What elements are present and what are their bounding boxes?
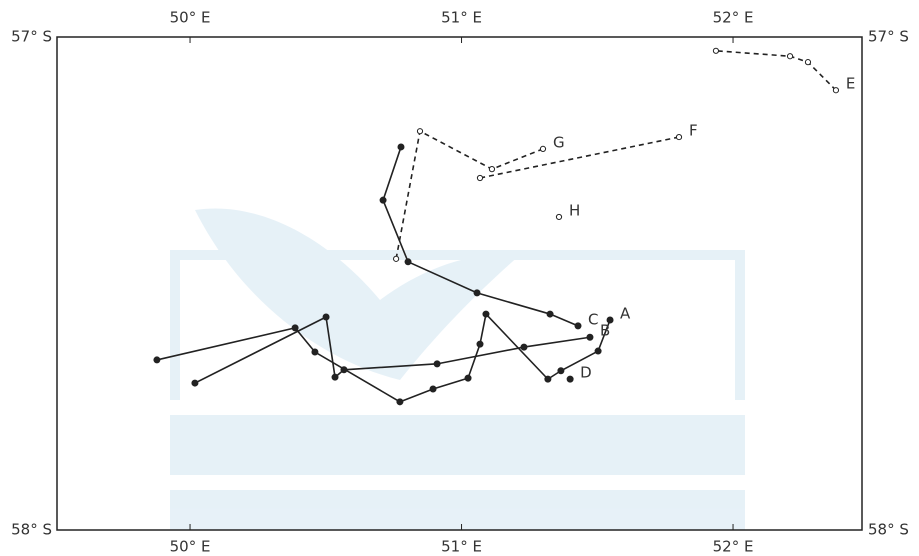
station [340, 366, 348, 374]
track-label: G [553, 133, 565, 151]
track-label: F [689, 122, 698, 140]
y-tick-label: 58° S [868, 521, 909, 539]
x-tick-label: 50° E [170, 538, 211, 556]
station [520, 343, 528, 351]
track [156, 312, 611, 403]
track [382, 146, 579, 327]
x-tick-label: 52° E [713, 9, 754, 27]
station [566, 375, 574, 383]
station [416, 128, 424, 135]
track [479, 136, 680, 179]
station [557, 367, 565, 375]
station [832, 87, 840, 94]
y-tick-label: 57° S [868, 28, 909, 46]
station [476, 174, 484, 182]
station [153, 356, 161, 364]
station [464, 374, 472, 382]
station [433, 360, 441, 368]
x-tick-label: 51° E [441, 538, 482, 556]
station [331, 373, 339, 381]
track-label: C [588, 310, 598, 328]
station [675, 133, 683, 141]
station [712, 47, 720, 54]
station [393, 255, 400, 262]
station [311, 348, 319, 356]
y-tick-label: 57° S [11, 28, 52, 46]
track-label: A [620, 304, 631, 322]
y-tick-label: 58° S [11, 521, 52, 539]
x-tick-label: 51° E [441, 9, 482, 27]
station [291, 324, 299, 332]
station [594, 347, 602, 355]
station [804, 59, 812, 66]
station [404, 258, 412, 266]
station [544, 375, 552, 383]
track-label: E [846, 75, 855, 93]
station [488, 166, 496, 173]
watermark [170, 208, 745, 530]
x-tick-label: 52° E [713, 538, 754, 556]
station [379, 196, 387, 204]
station [539, 145, 547, 153]
map-frame [56, 36, 863, 531]
station [191, 379, 199, 387]
station [786, 53, 794, 60]
station [586, 333, 594, 341]
station [574, 322, 582, 330]
station [429, 385, 437, 393]
station [473, 289, 481, 297]
track [715, 50, 837, 91]
track-label: B [600, 322, 610, 340]
track-label: H [569, 201, 580, 219]
station [476, 340, 484, 348]
station [546, 310, 554, 318]
station [606, 316, 614, 324]
station [396, 398, 404, 406]
station [555, 213, 563, 221]
track [395, 129, 544, 259]
x-tick-label: 50° E [170, 9, 211, 27]
station [322, 313, 330, 321]
track-label: D [580, 364, 592, 382]
station [482, 310, 490, 318]
station [397, 143, 405, 151]
